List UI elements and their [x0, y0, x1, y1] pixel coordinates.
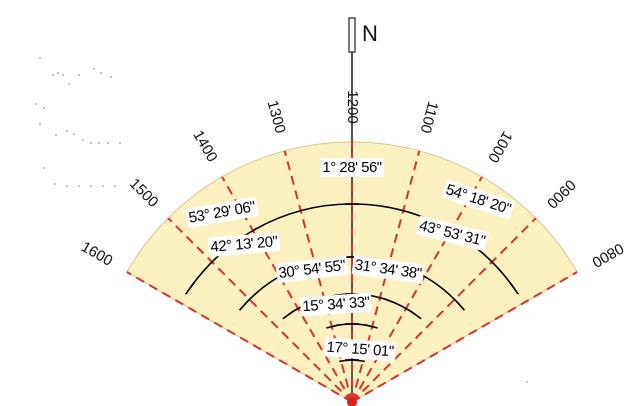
bearing-label: 1° 28' 56" — [320, 157, 384, 177]
hour-label: 1200 — [344, 90, 361, 123]
hour-label: 1300 — [264, 99, 289, 136]
hour-label: 1500 — [126, 175, 162, 211]
hour-label: 1600 — [78, 238, 115, 269]
bearing-label: 15° 34' 33" — [299, 292, 373, 317]
hour-label: 1100 — [416, 99, 441, 135]
arc-tick — [282, 309, 295, 320]
hour-label: 0900 — [543, 176, 579, 212]
hour-label: 1400 — [189, 128, 220, 165]
hour-ray-0900 — [351, 217, 537, 403]
hour-ray-1300 — [283, 150, 353, 403]
speckle-noise — [35, 57, 528, 383]
bearing-text: 17° 15' 01" — [326, 339, 394, 361]
bearing-label: 42° 13' 20" — [207, 231, 281, 258]
origin-point — [347, 397, 357, 406]
arc-tick — [326, 323, 341, 329]
bearing-text: 42° 13' 20" — [210, 233, 278, 256]
hour-label: 0800 — [589, 239, 626, 270]
arc-tick — [454, 299, 466, 311]
arc-tick — [509, 282, 519, 295]
hour-ray-1500 — [167, 217, 353, 403]
hour-ray-1600 — [126, 271, 353, 403]
north-marker-icon — [348, 17, 356, 53]
bearing-text: 15° 34' 33" — [302, 294, 370, 316]
arc-tick — [363, 323, 378, 329]
hour-ray-0800 — [351, 271, 578, 403]
north-label: N — [362, 21, 378, 46]
hour-ray-1100 — [351, 150, 421, 403]
arc-tick — [238, 299, 250, 311]
bearing-text: 1° 28' 56" — [322, 159, 381, 176]
arc-tick — [409, 309, 422, 320]
hour-label: 1000 — [484, 128, 515, 165]
hour-ray-1000 — [351, 176, 483, 403]
arc-tick — [185, 282, 195, 295]
bearing-label: 17° 15' 01" — [323, 337, 397, 362]
